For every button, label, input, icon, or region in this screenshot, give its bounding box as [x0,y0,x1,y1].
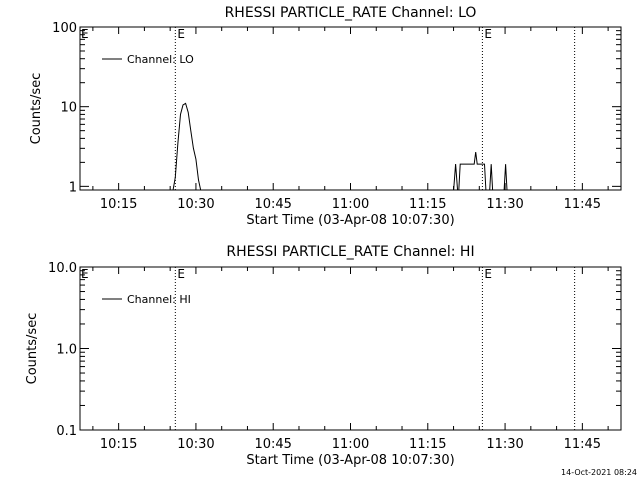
y-axis-label: Counts/sec [25,313,40,385]
y-tick-label: 100 [52,21,77,36]
x-tick-label: 11:45 [564,197,601,212]
chart-title: RHESSI PARTICLE_RATE Channel: LO [225,5,477,21]
x-tick-label: 10:30 [177,197,214,212]
x-axis-label: Start Time (03-Apr-08 10:07:30) [246,213,454,228]
x-tick-label: 11:15 [409,197,446,212]
y-tick-label: 1.0 [56,343,77,358]
event-marker-label: E [484,27,492,41]
plot-frame [79,26,622,191]
series-line [453,164,459,190]
event-marker-label: E [177,27,185,41]
edge-marker-label: E [81,267,89,281]
event-marker-label: E [484,267,492,281]
x-tick-label: 10:45 [254,437,291,452]
legend-label: Channel: LO [127,53,194,66]
y-tick-label: 1 [69,180,77,195]
panel-hi-channel: RHESSI PARTICLE_RATE Channel: HI 10:15 10:… [25,244,622,468]
x-tick-label: 10:15 [100,197,137,212]
series-line [458,151,487,190]
x-tick-label: 11:30 [486,197,523,212]
event-marker-label: E [177,267,185,281]
plot-frame [79,266,622,431]
y-tick-label: 10.0 [48,261,77,276]
series-line [503,164,508,190]
x-tick-label: 10:15 [100,437,137,452]
edge-marker-label: E [81,27,89,41]
x-tick-label: 11:00 [332,197,369,212]
x-tick-label: 10:30 [177,437,214,452]
x-tick-label: 11:45 [564,437,601,452]
y-tick-label: 10 [60,101,77,116]
y-tick-label: 0.1 [56,424,77,439]
x-axis-label: Start Time (03-Apr-08 10:07:30) [246,453,454,468]
chart-title: RHESSI PARTICLE_RATE Channel: HI [226,244,474,260]
series-line [172,102,202,190]
x-tick-label: 11:30 [486,437,523,452]
x-tick-label: 10:45 [254,197,291,212]
panel-lo-channel: RHESSI PARTICLE_RATE Channel: LO 10:15 10:… [29,5,622,228]
x-tick-label: 11:00 [332,437,369,452]
series-line [489,164,494,190]
footer-timestamp: 14-Oct-2021 08:24 [561,468,637,477]
x-tick-label: 11:15 [409,437,446,452]
legend-label: Channel: HI [127,293,191,306]
y-axis-label: Counts/sec [29,73,44,145]
